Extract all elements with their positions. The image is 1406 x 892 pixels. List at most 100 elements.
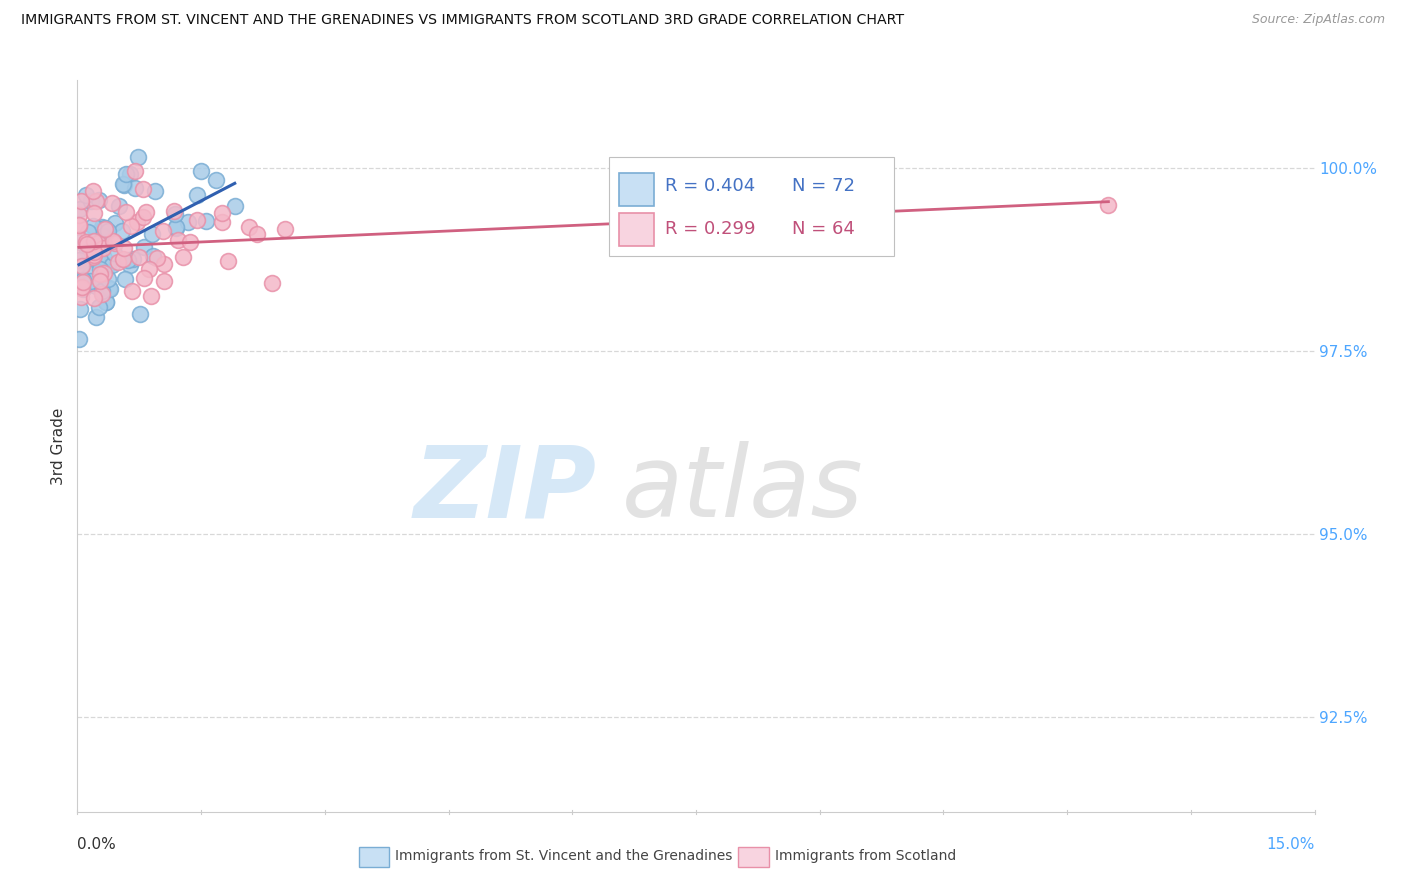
- Point: [91, 284, 114, 298]
- Point: [84, 279, 107, 293]
- Point: [69, 235, 91, 249]
- Point: [101, 258, 124, 272]
- Point: [89, 267, 111, 281]
- Point: [132, 182, 155, 196]
- Point: [67, 332, 90, 346]
- Point: [1097, 197, 1119, 211]
- Point: [89, 274, 111, 288]
- Point: [79, 267, 101, 281]
- Point: [94, 295, 117, 310]
- Point: [76, 244, 98, 258]
- Point: [141, 227, 163, 241]
- Point: [82, 219, 104, 233]
- Point: [101, 234, 124, 248]
- Point: [134, 270, 156, 285]
- FancyBboxPatch shape: [609, 157, 894, 256]
- Point: [69, 275, 91, 289]
- Point: [186, 212, 208, 227]
- Point: [122, 252, 145, 267]
- Text: Immigrants from St. Vincent and the Grenadines: Immigrants from St. Vincent and the Gren…: [395, 849, 733, 863]
- Point: [67, 218, 90, 232]
- Point: [94, 222, 117, 236]
- Point: [179, 235, 201, 250]
- Point: [98, 282, 121, 296]
- Point: [138, 262, 160, 277]
- Point: [128, 250, 150, 264]
- Text: 15.0%: 15.0%: [1267, 837, 1315, 852]
- Text: Immigrants from Scotland: Immigrants from Scotland: [775, 849, 956, 863]
- Point: [91, 241, 114, 255]
- Point: [91, 219, 114, 234]
- Point: [67, 208, 90, 222]
- Point: [217, 253, 239, 268]
- Point: [224, 199, 246, 213]
- Point: [110, 224, 132, 238]
- Point: [84, 194, 107, 209]
- Point: [70, 280, 93, 294]
- Text: Source: ZipAtlas.com: Source: ZipAtlas.com: [1251, 13, 1385, 27]
- Point: [115, 167, 138, 181]
- Point: [135, 205, 157, 219]
- Point: [83, 244, 105, 259]
- Point: [80, 244, 103, 259]
- Point: [69, 281, 91, 295]
- Point: [104, 235, 127, 250]
- Point: [124, 164, 146, 178]
- Point: [91, 221, 114, 235]
- Point: [166, 233, 188, 247]
- Point: [101, 196, 124, 211]
- Point: [86, 310, 108, 324]
- Point: [86, 252, 108, 267]
- Point: [83, 291, 105, 305]
- Point: [124, 181, 146, 195]
- Point: [108, 198, 131, 212]
- Point: [83, 248, 105, 262]
- Point: [121, 284, 143, 298]
- Point: [177, 214, 200, 228]
- Point: [69, 202, 91, 217]
- Point: [76, 235, 98, 249]
- Point: [91, 286, 114, 301]
- Point: [103, 246, 125, 260]
- Point: [97, 272, 120, 286]
- Point: [67, 253, 90, 268]
- Text: N = 72: N = 72: [793, 177, 855, 194]
- Point: [152, 224, 174, 238]
- Point: [186, 187, 208, 202]
- Point: [163, 207, 186, 221]
- Point: [82, 184, 104, 198]
- Point: [82, 249, 104, 263]
- Text: R = 0.404: R = 0.404: [665, 177, 755, 194]
- Point: [98, 281, 121, 295]
- Point: [94, 220, 117, 235]
- Point: [112, 178, 135, 193]
- Point: [67, 247, 90, 261]
- Point: [141, 289, 163, 303]
- Point: [90, 253, 112, 268]
- Point: [75, 235, 97, 249]
- Point: [89, 238, 111, 252]
- Point: [86, 247, 108, 261]
- Point: [128, 307, 150, 321]
- Point: [84, 237, 107, 252]
- Point: [117, 253, 139, 268]
- Point: [79, 274, 101, 288]
- Point: [165, 220, 187, 235]
- Point: [172, 250, 194, 264]
- Point: [70, 259, 93, 273]
- Point: [142, 249, 165, 263]
- Point: [145, 251, 167, 265]
- Point: [211, 206, 233, 220]
- Point: [89, 261, 111, 276]
- Point: [246, 227, 269, 241]
- Point: [153, 274, 176, 288]
- Point: [134, 239, 156, 253]
- Point: [166, 221, 188, 235]
- Point: [80, 194, 103, 209]
- Point: [87, 235, 110, 250]
- Point: [152, 257, 174, 271]
- Point: [93, 266, 115, 280]
- Point: [143, 184, 166, 198]
- Point: [82, 250, 104, 264]
- Point: [238, 220, 260, 235]
